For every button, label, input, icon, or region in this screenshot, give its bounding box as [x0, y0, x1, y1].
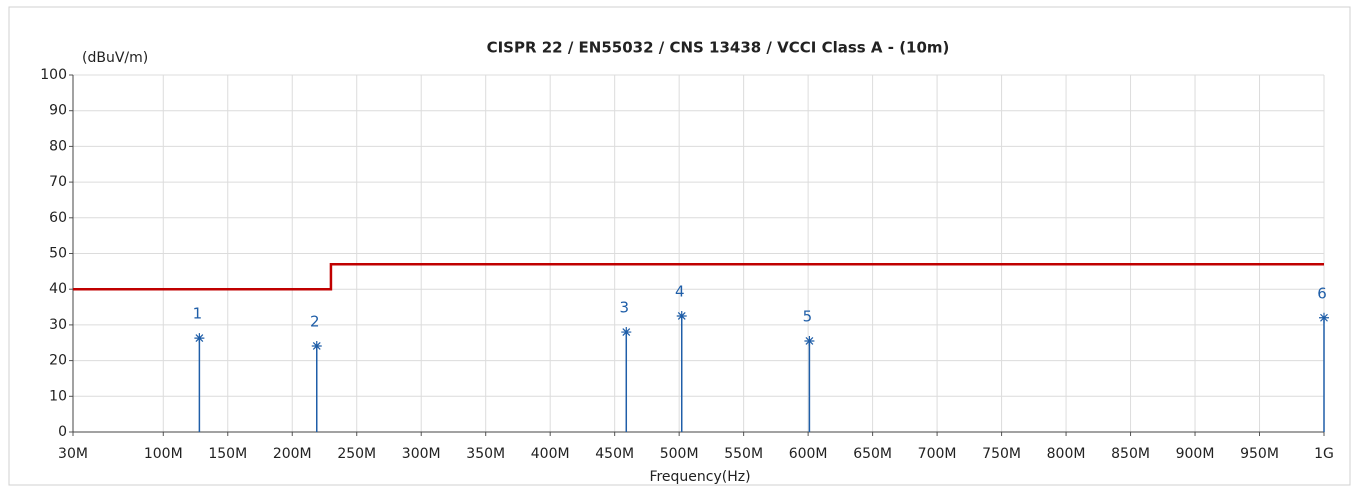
y-tick-label: 90	[49, 103, 67, 119]
marker-star	[804, 335, 815, 346]
x-tick-label: 650M	[853, 446, 892, 462]
chart-title: CISPR 22 / EN55032 / CNS 13438 / VCCI Cl…	[487, 39, 950, 57]
marker-label: 4	[675, 282, 685, 300]
x-tick-label: 350M	[466, 446, 505, 462]
marker-star	[676, 310, 687, 321]
x-tick-label: 550M	[724, 446, 763, 462]
marker-star	[311, 340, 322, 351]
y-tick-label: 0	[58, 424, 67, 440]
marker-label: 6	[1317, 284, 1327, 302]
x-tick-label: 300M	[402, 446, 441, 462]
marker-star	[194, 333, 205, 344]
marker-star	[1319, 312, 1329, 323]
x-tick-label: 250M	[337, 446, 376, 462]
x-tick-label: 500M	[660, 446, 699, 462]
x-tick-label: 600M	[789, 446, 828, 462]
y-tick-label: 40	[49, 281, 67, 297]
y-tick-label: 30	[49, 317, 67, 333]
marker-label: 1	[193, 305, 203, 323]
x-tick-label: 700M	[918, 446, 957, 462]
marker-label: 2	[310, 312, 320, 330]
x-tick-label: 100M	[144, 446, 183, 462]
y-tick-label: 80	[49, 138, 67, 154]
x-tick-label: 800M	[1047, 446, 1086, 462]
y-axis-label: (dBuV/m)	[82, 50, 148, 66]
y-tick-label: 50	[49, 246, 67, 262]
y-tick-label: 10	[49, 388, 67, 404]
marker-star	[621, 327, 632, 338]
x-axis-label: Frequency(Hz)	[649, 469, 750, 485]
marker-label: 5	[803, 307, 813, 325]
y-tick-label: 60	[49, 210, 67, 226]
y-tick-label: 70	[49, 174, 67, 190]
x-tick-label: 200M	[273, 446, 312, 462]
x-tick-label: 150M	[208, 446, 247, 462]
x-tick-label: 850M	[1111, 446, 1150, 462]
x-tick-label: 900M	[1176, 446, 1215, 462]
x-tick-label: 1G	[1314, 446, 1334, 462]
x-tick-label: 750M	[982, 446, 1021, 462]
limit-line	[73, 262, 1324, 291]
x-tick-label: 450M	[595, 446, 634, 462]
x-tick-label: 400M	[531, 446, 570, 462]
x-tick-label: 950M	[1240, 446, 1279, 462]
y-tick-label: 20	[49, 353, 67, 369]
marker-label: 3	[620, 299, 630, 317]
x-tick-label: 30M	[58, 446, 88, 462]
y-tick-label: 100	[40, 67, 67, 83]
